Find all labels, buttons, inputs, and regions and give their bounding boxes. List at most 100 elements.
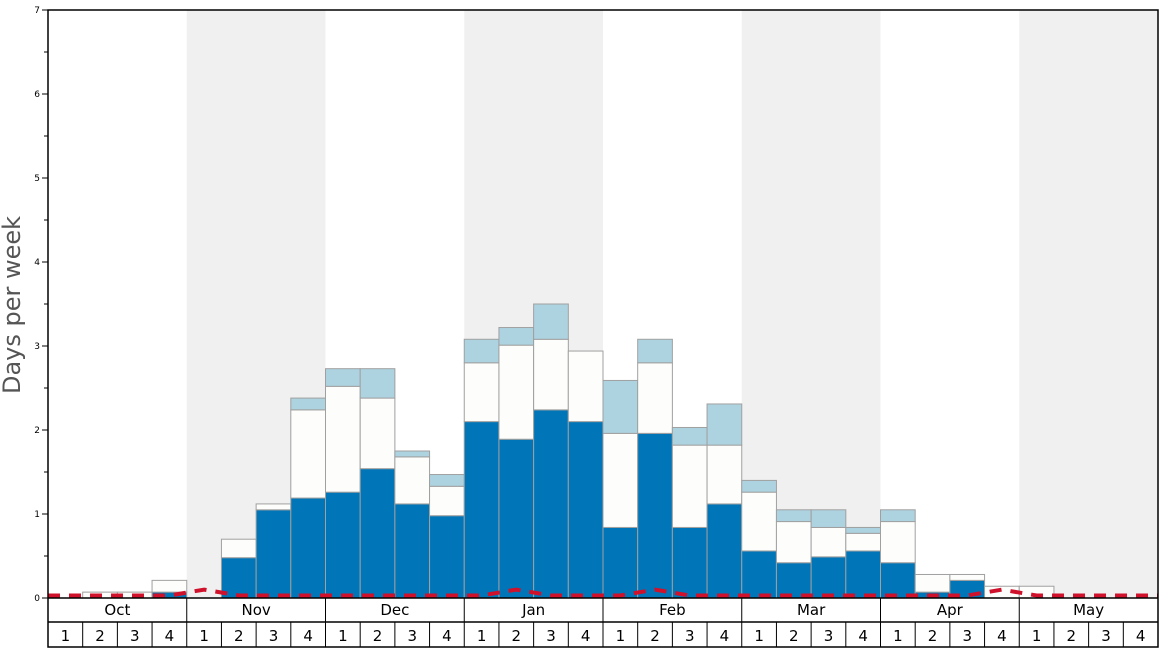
bar-segment-1	[255, 509, 292, 599]
bar-segment-3	[325, 368, 361, 387]
week-label: 2	[95, 627, 105, 645]
bar-stacks	[82, 303, 1055, 599]
bar-segment-2	[706, 444, 743, 505]
month-label-dec: Dec	[380, 601, 409, 619]
y-tick-label: 4	[34, 258, 40, 268]
bar-segment-2	[290, 409, 326, 499]
y-tick-label: 1	[34, 510, 40, 520]
week-label: 1	[616, 627, 626, 645]
week-label: 3	[546, 627, 556, 645]
bar-segment-3	[845, 526, 881, 534]
bar-segment-2	[949, 573, 986, 581]
week-label: 4	[303, 627, 313, 645]
bar-segment-1	[429, 515, 465, 599]
bar-segment-2	[325, 385, 361, 493]
week-label: 2	[650, 627, 660, 645]
bar-segment-1	[880, 562, 916, 599]
bar-segment-1	[394, 503, 431, 599]
bar-segment-2	[394, 456, 431, 505]
bar-segment-3	[429, 474, 465, 487]
bar-segment-3	[394, 450, 431, 458]
y-tick-label: 7	[34, 6, 40, 16]
week-label: 4	[165, 627, 175, 645]
week-label: 4	[858, 627, 868, 645]
week-label: 2	[373, 627, 383, 645]
y-axis-label: Days per week	[0, 216, 26, 394]
bar-segment-1	[741, 550, 777, 599]
week-label: 2	[928, 627, 938, 645]
bar-segment-2	[567, 350, 604, 423]
bar-segment-1	[325, 491, 361, 599]
bar-segment-1	[775, 562, 812, 599]
bar-segment-2	[498, 344, 535, 440]
bar-segment-2	[880, 521, 916, 564]
bar-segment-3	[602, 379, 639, 434]
week-label: 2	[234, 627, 244, 645]
week-label: 2	[512, 627, 522, 645]
week-label: 1	[893, 627, 903, 645]
y-axis: 0 1 2 3 4 5 6 7	[34, 6, 48, 604]
week-label: 2	[789, 627, 799, 645]
bar-segment-2	[359, 397, 396, 470]
y-tick-label: 2	[34, 426, 40, 436]
bar-segment-1	[533, 409, 569, 599]
bar-segment-2	[810, 526, 847, 558]
bar-segment-3	[880, 509, 916, 523]
bar-segment-1	[463, 421, 500, 599]
month-label-oct: Oct	[104, 601, 130, 619]
week-label: 1	[338, 627, 348, 645]
week-label: 3	[1101, 627, 1111, 645]
month-label-mar: Mar	[797, 601, 826, 619]
bar-segment-3	[498, 327, 535, 346]
bar-segment-1	[845, 550, 881, 599]
bar-segment-2	[775, 521, 812, 564]
bar-segment-2	[463, 362, 500, 423]
week-label: 3	[685, 627, 695, 645]
bar-segment-2	[533, 338, 569, 411]
week-label: 1	[199, 627, 209, 645]
bar-segment-2	[255, 503, 292, 511]
week-label: 4	[581, 627, 591, 645]
average-line-group	[48, 587, 1158, 598]
month-label-apr: Apr	[937, 601, 964, 619]
week-label: 4	[997, 627, 1007, 645]
week-label: 3	[130, 627, 140, 645]
x-axis: Oct 1 2 3 4 Nov 1 2 3 4 Dec 1 2 3 4 Jan 1 2 3 4 Feb 1 2 3 4 Mar 1 2…	[61, 598, 1146, 647]
month-label-jan: Jan	[521, 601, 545, 619]
bar-segment-1	[567, 421, 604, 599]
bar-segment-2	[914, 573, 951, 593]
week-label: 1	[61, 627, 71, 645]
bar-segment-1	[290, 497, 326, 599]
bar-segment-3	[290, 397, 326, 411]
bar-segment-3	[359, 368, 396, 399]
week-label: 4	[720, 627, 730, 645]
week-label: 4	[442, 627, 452, 645]
bar-segment-1	[359, 468, 396, 599]
week-label: 4	[1136, 627, 1146, 645]
week-label: 3	[269, 627, 279, 645]
bar-segment-2	[845, 532, 881, 552]
week-label: 2	[1067, 627, 1077, 645]
bar-segment-2	[741, 491, 777, 552]
month-label-nov: Nov	[241, 601, 270, 619]
y-tick-label: 3	[34, 342, 40, 352]
bar-segment-3	[706, 403, 743, 446]
y-tick-label: 0	[34, 594, 40, 604]
week-label: 1	[1032, 627, 1042, 645]
bar-segment-2	[671, 444, 708, 528]
bar-segment-3	[810, 509, 847, 528]
bar-segment-1	[637, 432, 673, 599]
bar-segment-3	[741, 479, 777, 493]
bar-segment-1	[706, 503, 743, 599]
bar-segment-3	[533, 303, 569, 340]
bar-segment-1	[602, 526, 639, 599]
month-band-may	[1019, 10, 1158, 598]
week-label: 3	[407, 627, 417, 645]
bar-segment-2	[429, 485, 465, 517]
week-label: 3	[824, 627, 834, 645]
bar-segment-1	[671, 526, 708, 599]
week-label: 1	[477, 627, 487, 645]
bar-segment-3	[775, 509, 812, 523]
bar-segment-3	[671, 426, 708, 446]
